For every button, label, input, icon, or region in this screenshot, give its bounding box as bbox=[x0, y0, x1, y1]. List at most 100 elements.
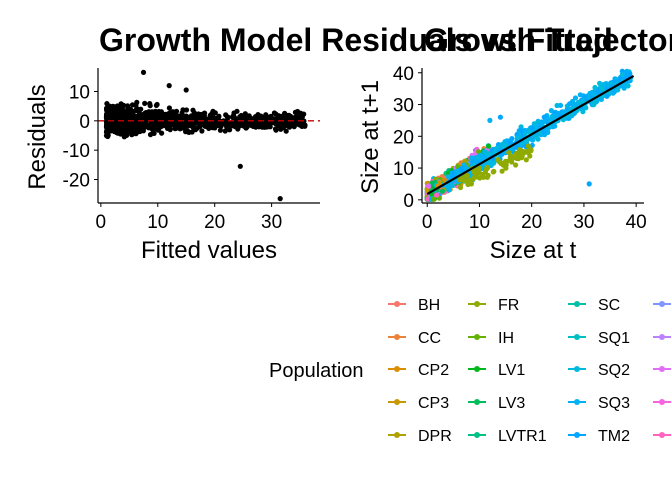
residual-point bbox=[247, 115, 253, 121]
legend-label: CP3 bbox=[418, 395, 449, 412]
residual-point bbox=[136, 124, 142, 130]
residual-point bbox=[291, 124, 297, 130]
residual-point bbox=[241, 123, 247, 129]
growth-point bbox=[625, 83, 631, 89]
y-tick-label: 20 bbox=[393, 127, 414, 148]
residual-point bbox=[159, 130, 165, 136]
residual-point bbox=[166, 105, 172, 111]
residual-point bbox=[121, 121, 128, 127]
growth-point bbox=[519, 148, 525, 154]
residual-point bbox=[267, 116, 273, 122]
legend-item: SQ2 bbox=[568, 362, 630, 379]
legend-label: IH bbox=[498, 330, 514, 347]
residual-point bbox=[104, 105, 110, 111]
residuals-plot: 0 10 20 30 -20 -10 0 10 Fitted values Residuals bbox=[24, 68, 320, 264]
residual-point bbox=[179, 110, 185, 116]
residual-point bbox=[148, 125, 154, 131]
growth-point bbox=[552, 113, 559, 119]
legend-item: CP2 bbox=[388, 362, 449, 379]
residual-point bbox=[185, 128, 191, 134]
y-tick-label: 10 bbox=[393, 159, 414, 180]
x-tick-label: 0 bbox=[422, 212, 433, 233]
growth-point bbox=[509, 155, 515, 161]
residual-point bbox=[275, 113, 281, 119]
growth-point bbox=[529, 125, 535, 131]
legend-item: FR bbox=[468, 297, 519, 314]
y-tick-label: 0 bbox=[79, 112, 90, 133]
residual-point bbox=[145, 113, 151, 119]
residuals-y-axis-title: Residuals bbox=[24, 84, 51, 189]
growth-point bbox=[531, 121, 537, 127]
residual-point bbox=[104, 101, 110, 107]
residual-point bbox=[162, 122, 168, 129]
residual-point bbox=[237, 163, 243, 169]
growth-point bbox=[537, 130, 543, 136]
growth-x-axis-title: Size at t bbox=[490, 237, 577, 264]
growth-point bbox=[615, 87, 621, 93]
residual-point bbox=[158, 111, 165, 117]
legend-label: SC bbox=[598, 297, 620, 314]
growth-point bbox=[457, 177, 463, 183]
legend-label: TM2 bbox=[598, 428, 630, 445]
residual-point bbox=[277, 196, 283, 202]
fit-line bbox=[426, 74, 635, 196]
legend-key-dot bbox=[394, 334, 400, 340]
residual-point bbox=[235, 126, 241, 132]
residual-point bbox=[212, 125, 218, 131]
growth-point bbox=[491, 160, 497, 166]
legend-key-dot bbox=[574, 399, 580, 405]
legend-label: LV1 bbox=[498, 362, 525, 379]
residual-point bbox=[220, 121, 226, 127]
x-tick-label: 20 bbox=[521, 212, 542, 233]
residual-point bbox=[156, 122, 162, 128]
growth-point bbox=[476, 168, 482, 175]
residual-point bbox=[167, 110, 173, 116]
growth-point bbox=[535, 123, 542, 129]
growth-point bbox=[496, 159, 502, 165]
legend-key-dot bbox=[574, 366, 580, 372]
residual-point bbox=[222, 128, 228, 134]
legend-item bbox=[653, 399, 671, 405]
legend-item: SQ3 bbox=[568, 395, 630, 412]
residuals-plot-title: Growth Model Residuals vs Fitted bbox=[99, 22, 613, 58]
growth-point bbox=[503, 165, 509, 171]
residual-point bbox=[156, 125, 162, 132]
residual-point bbox=[263, 112, 269, 118]
x-tick-label: 10 bbox=[469, 212, 490, 233]
residual-point bbox=[260, 123, 266, 129]
growth-point bbox=[483, 166, 490, 172]
legend-key-dot bbox=[474, 366, 480, 372]
residual-point bbox=[129, 111, 136, 118]
legend-item bbox=[653, 432, 671, 438]
residual-point bbox=[147, 101, 153, 107]
growth-point bbox=[552, 123, 558, 129]
legend-key-dot bbox=[659, 301, 665, 307]
legend-label: DPR bbox=[418, 428, 452, 445]
residual-point bbox=[104, 125, 110, 131]
residual-point bbox=[183, 107, 190, 113]
x-tick-label: 20 bbox=[204, 212, 225, 233]
y-tick-label: 10 bbox=[69, 82, 90, 103]
growth-point bbox=[433, 192, 440, 198]
legend-item: SQ1 bbox=[568, 330, 630, 347]
residual-point bbox=[272, 126, 279, 132]
legend-key-dot bbox=[659, 432, 665, 438]
residual-point bbox=[140, 69, 147, 75]
legend-label: SQ2 bbox=[598, 362, 630, 379]
growth-point bbox=[457, 184, 464, 191]
y-tick-label: 40 bbox=[393, 64, 414, 85]
y-tick-label: 30 bbox=[393, 96, 414, 117]
residual-point bbox=[133, 131, 139, 137]
growth-point bbox=[604, 93, 610, 99]
residual-point bbox=[190, 107, 196, 113]
legend-key-dot bbox=[574, 334, 580, 340]
growth-plot: 0 10 20 30 40 0 10 20 30 40 Size at t Size at t+1 bbox=[357, 64, 647, 264]
legend-item: DPR bbox=[388, 428, 452, 445]
residual-point bbox=[302, 123, 308, 129]
residual-point bbox=[121, 102, 127, 108]
legend-item: BH bbox=[388, 297, 440, 314]
legend-item bbox=[653, 366, 671, 372]
residual-point bbox=[105, 112, 111, 118]
growth-point bbox=[503, 158, 509, 164]
